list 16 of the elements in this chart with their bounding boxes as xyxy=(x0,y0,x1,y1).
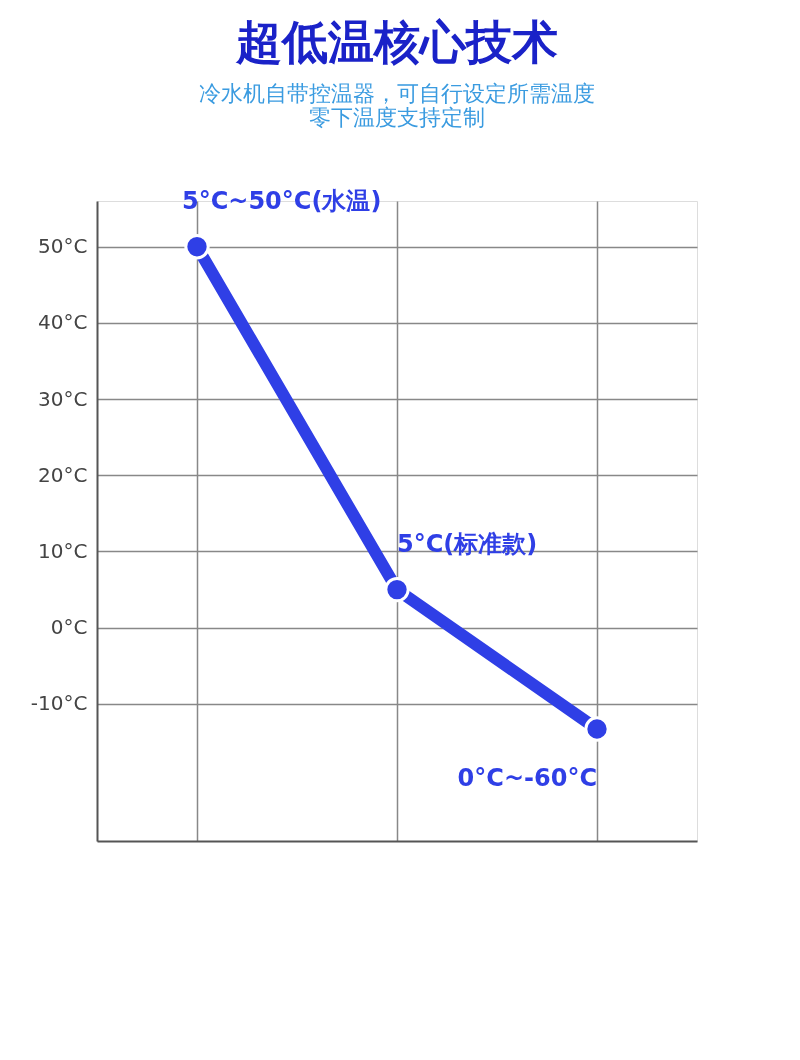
y-tick-label: 20°C xyxy=(38,462,88,487)
point xyxy=(584,716,610,742)
y-tick-label: 40°C xyxy=(38,310,88,335)
y-tick-label: 0°C xyxy=(50,615,88,640)
y-tick-label: 50°C xyxy=(38,234,88,259)
point xyxy=(384,576,410,603)
text: 冷水机自带控温器，可自行设定所需温度 xyxy=(199,80,595,106)
y-tick-label: 10°C xyxy=(38,538,88,563)
annotation: 5°C(标准款) xyxy=(397,529,538,558)
chart-title: 超低温核心技术 xyxy=(235,14,558,69)
y-tick-label: 30°C xyxy=(38,386,88,411)
annotation: 0°C~-60°C xyxy=(457,764,597,792)
point xyxy=(184,234,210,260)
text: 零下温度支持定制 xyxy=(309,104,485,130)
y-tick-label: -10°C xyxy=(30,691,88,716)
annotation: 5°C~50°C(水温) xyxy=(182,186,382,215)
